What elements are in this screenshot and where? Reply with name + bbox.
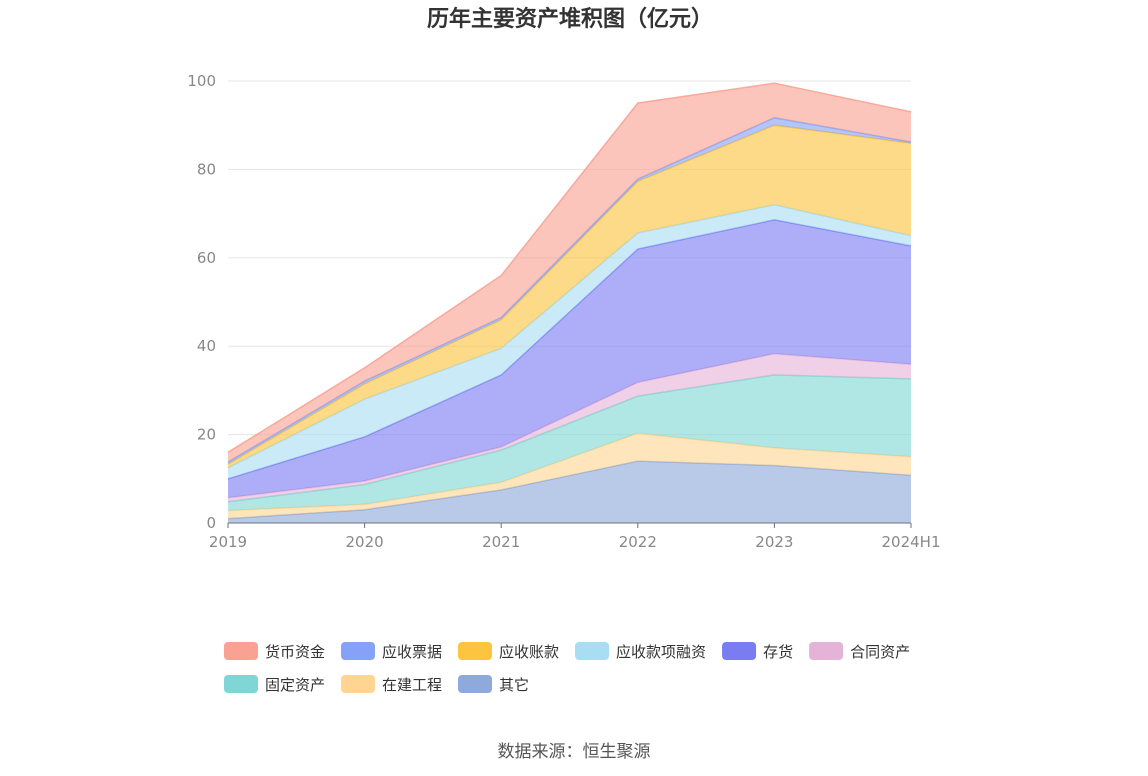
axes: 0 20 40 60 80 100 2019 2020 2021 2022 2023 2024H1 <box>187 72 940 551</box>
legend-item-1[interactable]: 应收票据 <box>341 642 442 661</box>
legend-item-0[interactable]: 货币资金 <box>224 642 325 661</box>
legend-swatch-4 <box>722 642 757 660</box>
legend-item-5[interactable]: 合同资产 <box>809 642 910 661</box>
legend-label-7: 在建工程 <box>382 676 442 694</box>
area-3 <box>228 353 911 502</box>
legend-label-5: 合同资产 <box>850 643 910 661</box>
y-tick-label-5: 100 <box>187 72 216 90</box>
legend-swatch-5 <box>809 642 844 660</box>
legend-label-8: 其它 <box>499 676 529 694</box>
legend-item-4[interactable]: 存货 <box>722 642 793 661</box>
legend-swatch-0 <box>224 642 258 660</box>
data-source: 数据来源：恒生聚源 <box>498 742 651 762</box>
x-tick-label-0: 2019 <box>209 533 247 551</box>
legend-item-8[interactable]: 其它 <box>458 675 529 694</box>
y-tick-label-4: 80 <box>197 160 216 178</box>
y-tick-label-3: 60 <box>197 249 216 267</box>
y-tick-label-0: 0 <box>206 514 216 532</box>
legend-label-1: 应收票据 <box>382 643 442 661</box>
legend-swatch-3 <box>575 642 610 660</box>
legend-label-2: 应收账款 <box>499 643 559 661</box>
y-tick-label-1: 20 <box>197 426 216 444</box>
area-2 <box>228 374 911 511</box>
legend-label-6: 固定资产 <box>265 676 325 694</box>
x-tick-label-3: 2022 <box>619 533 657 551</box>
area-4 <box>228 219 911 498</box>
series-areas <box>227 82 912 523</box>
area-5 <box>228 204 911 479</box>
x-tick-label-5: 2024H1 <box>882 533 941 551</box>
area-1 <box>228 433 911 519</box>
legend-label-3: 应收款项融资 <box>616 643 706 661</box>
legend-item-3[interactable]: 应收款项融资 <box>575 642 706 661</box>
area-0 <box>228 461 911 523</box>
legend-swatch-1 <box>341 642 376 660</box>
legend-swatch-6 <box>224 675 258 693</box>
area-6 <box>228 125 911 468</box>
x-tick-label-4: 2023 <box>755 533 793 551</box>
legend-item-7[interactable]: 在建工程 <box>341 675 442 694</box>
legend-swatch-8 <box>458 675 493 693</box>
legend-swatch-7 <box>341 675 376 693</box>
area-8 <box>228 83 911 462</box>
x-tick-label-2: 2021 <box>482 533 520 551</box>
legend-label-4: 存货 <box>763 643 793 661</box>
legend-item-2[interactable]: 应收账款 <box>458 642 559 661</box>
area-edge-8 <box>227 82 912 453</box>
chart-title: 历年主要资产堆积图（亿元） <box>427 6 713 32</box>
legend-item-6[interactable]: 固定资产 <box>224 675 325 694</box>
legend-swatch-2 <box>458 642 493 660</box>
x-tick-label-1: 2020 <box>346 533 384 551</box>
legend-label-0: 货币资金 <box>265 643 325 661</box>
y-tick-label-2: 40 <box>197 337 216 355</box>
